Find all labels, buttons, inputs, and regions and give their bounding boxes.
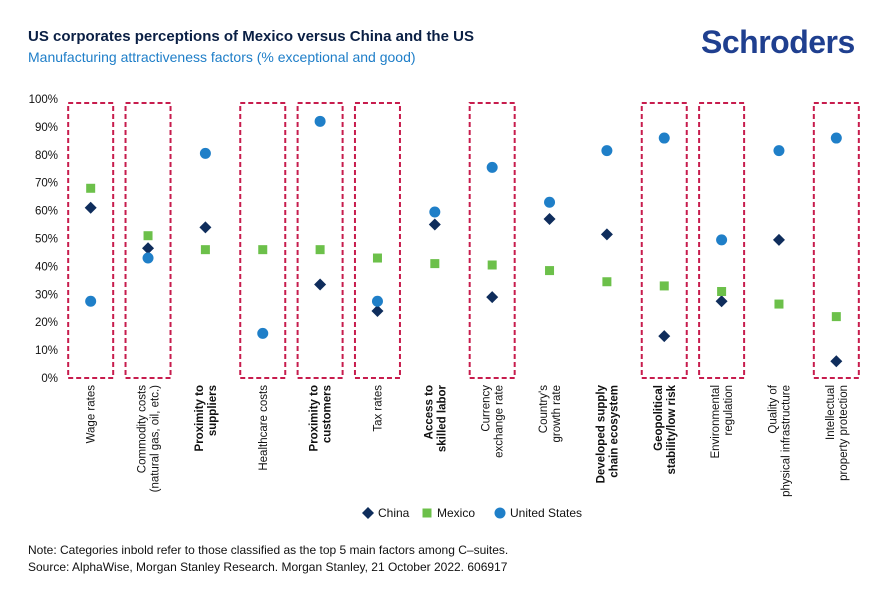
category-label: Commodity costs(natural gas, oil, etc.)	[137, 385, 162, 493]
united-states-point	[486, 161, 498, 173]
united-states-point	[544, 196, 556, 208]
mexico-point	[717, 287, 727, 297]
footnote: Note: Categories inbold refer to those c…	[28, 543, 509, 557]
china-point	[371, 305, 384, 318]
category-label: Country'sgrowth rate	[538, 385, 563, 443]
china-point	[84, 201, 97, 214]
legend-china-marker	[362, 507, 374, 519]
china-point	[772, 233, 785, 246]
united-states-point	[773, 145, 785, 157]
united-states-point	[601, 145, 613, 157]
united-states-point	[85, 295, 97, 307]
china-point	[658, 330, 671, 343]
category-label: Intellectualproperty protection	[825, 385, 850, 481]
y-tick-label: 80%	[35, 150, 58, 162]
united-states-point	[658, 132, 670, 144]
mexico-point	[831, 312, 841, 322]
category-label: Quality ofphysical infrastructure	[767, 384, 792, 497]
category-label: Access toskilled labor	[423, 384, 448, 452]
category-label: Geopoliticalstability/low risk	[653, 384, 678, 474]
y-tick-label: 0%	[41, 373, 58, 385]
highlight-box	[296, 102, 344, 379]
highlight-box	[353, 102, 401, 379]
chart-subtitle: Manufacturing attractiveness factors (% …	[28, 49, 416, 65]
legend-china-label: China	[378, 506, 410, 520]
y-tick-label: 10%	[35, 345, 58, 357]
mexico-point	[430, 259, 440, 269]
y-tick-label: 30%	[35, 289, 58, 301]
china-point	[428, 218, 441, 231]
united-states-point	[199, 147, 211, 159]
united-states-point	[830, 132, 842, 144]
china-point	[199, 221, 212, 234]
united-states-point	[716, 234, 728, 246]
category-label: Proximity tosuppliers	[194, 385, 219, 451]
united-states-point	[314, 115, 326, 127]
china-point	[486, 291, 499, 304]
united-states-point	[371, 295, 383, 307]
china-point	[715, 295, 728, 308]
y-tick-label: 100%	[29, 94, 58, 106]
category-label: Developed supplychain ecosystem	[595, 384, 620, 483]
legend-united-states-label: United States	[510, 506, 582, 520]
category-label: Proximity tocustomers	[309, 385, 334, 451]
china-point	[314, 278, 327, 291]
china-point	[830, 355, 843, 368]
china-point	[600, 228, 613, 241]
mexico-point	[200, 245, 210, 255]
source-note: Source: AlphaWise, Morgan Stanley Resear…	[28, 560, 508, 574]
mexico-point	[602, 277, 612, 287]
brand-logo: Schroders	[701, 24, 855, 60]
y-tick-label: 60%	[35, 206, 58, 218]
category-label: Environmentalregulation	[710, 385, 735, 459]
category-label: Currencyexchange rate	[481, 385, 506, 458]
mexico-point	[143, 231, 153, 241]
category-label: Wage rates	[86, 385, 98, 444]
chart-title: US corporates perceptions of Mexico vers…	[28, 28, 474, 45]
highlight-box	[67, 102, 115, 379]
highlight-box	[124, 102, 172, 379]
y-tick-label: 70%	[35, 178, 58, 190]
y-tick-label: 90%	[35, 122, 58, 134]
y-tick-label: 20%	[35, 317, 58, 329]
highlight-box	[812, 102, 860, 379]
china-point	[543, 212, 556, 225]
united-states-point	[429, 206, 441, 218]
mexico-point	[487, 260, 497, 270]
highlight-box	[468, 102, 516, 379]
mexico-point	[315, 245, 325, 255]
category-label: Healthcare costs	[258, 385, 270, 471]
legend-mexico-label: Mexico	[437, 506, 475, 520]
legend-mexico-marker	[422, 508, 432, 518]
mexico-point	[372, 253, 382, 263]
mexico-point	[774, 299, 784, 309]
mexico-point	[545, 266, 555, 276]
united-states-point	[257, 327, 269, 339]
mexico-point	[86, 183, 96, 193]
category-label: Tax rates	[372, 385, 384, 432]
united-states-point	[142, 252, 154, 264]
y-tick-label: 40%	[35, 261, 58, 273]
legend-united-states-marker	[494, 507, 506, 519]
y-tick-label: 50%	[35, 234, 58, 246]
china-point	[142, 242, 155, 255]
mexico-point	[659, 281, 669, 291]
mexico-point	[258, 245, 268, 255]
